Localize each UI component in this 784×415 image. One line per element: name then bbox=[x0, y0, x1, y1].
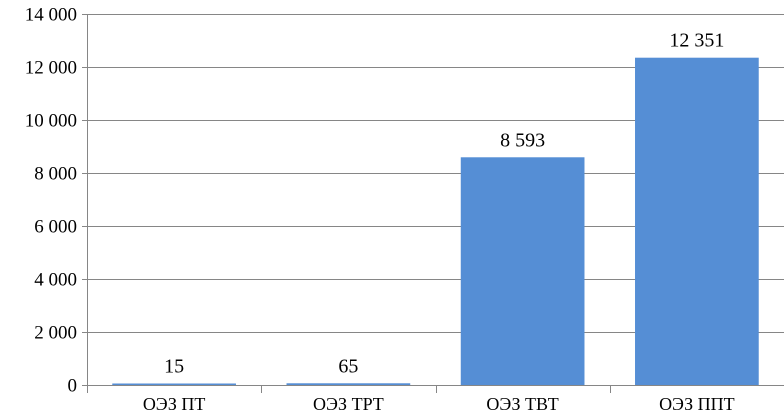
x-tick-label: ОЭЗ ППТ bbox=[659, 394, 735, 414]
x-tick-label: ОЭЗ ПТ bbox=[143, 394, 206, 414]
x-tick-labels: ОЭЗ ПТ ОЭЗ ТРТ ОЭЗ ТВТ ОЭЗ ППТ bbox=[143, 394, 735, 414]
y-tick-label: 14 000 bbox=[25, 5, 77, 26]
axes bbox=[82, 14, 784, 393]
gridlines bbox=[87, 14, 784, 333]
data-labels: 15 65 8 593 12 351 bbox=[164, 30, 724, 378]
data-label: 8 593 bbox=[500, 129, 545, 151]
bar bbox=[460, 157, 585, 385]
y-tick-label: 10 000 bbox=[25, 111, 77, 132]
y-tick-label: 12 000 bbox=[25, 58, 77, 79]
y-tick-label: 8 000 bbox=[34, 164, 77, 185]
bar bbox=[112, 383, 236, 385]
y-tick-label: 6 000 bbox=[34, 217, 77, 238]
x-tick-label: ОЭЗ ТРТ bbox=[313, 394, 384, 414]
data-label: 65 bbox=[338, 355, 358, 377]
y-tick-labels: 0 2 000 4 000 6 000 8 000 10 000 12 000 14 000 bbox=[25, 5, 77, 397]
data-label: 15 bbox=[164, 356, 184, 378]
y-tick-label: 4 000 bbox=[34, 270, 77, 291]
y-tick-label: 2 000 bbox=[34, 323, 77, 344]
bar bbox=[286, 383, 411, 385]
y-tick-label: 0 bbox=[68, 376, 78, 397]
bars bbox=[112, 57, 759, 386]
x-tick-label: ОЭЗ ТВТ bbox=[486, 394, 558, 414]
data-label: 12 351 bbox=[669, 30, 724, 52]
bar bbox=[635, 57, 759, 386]
